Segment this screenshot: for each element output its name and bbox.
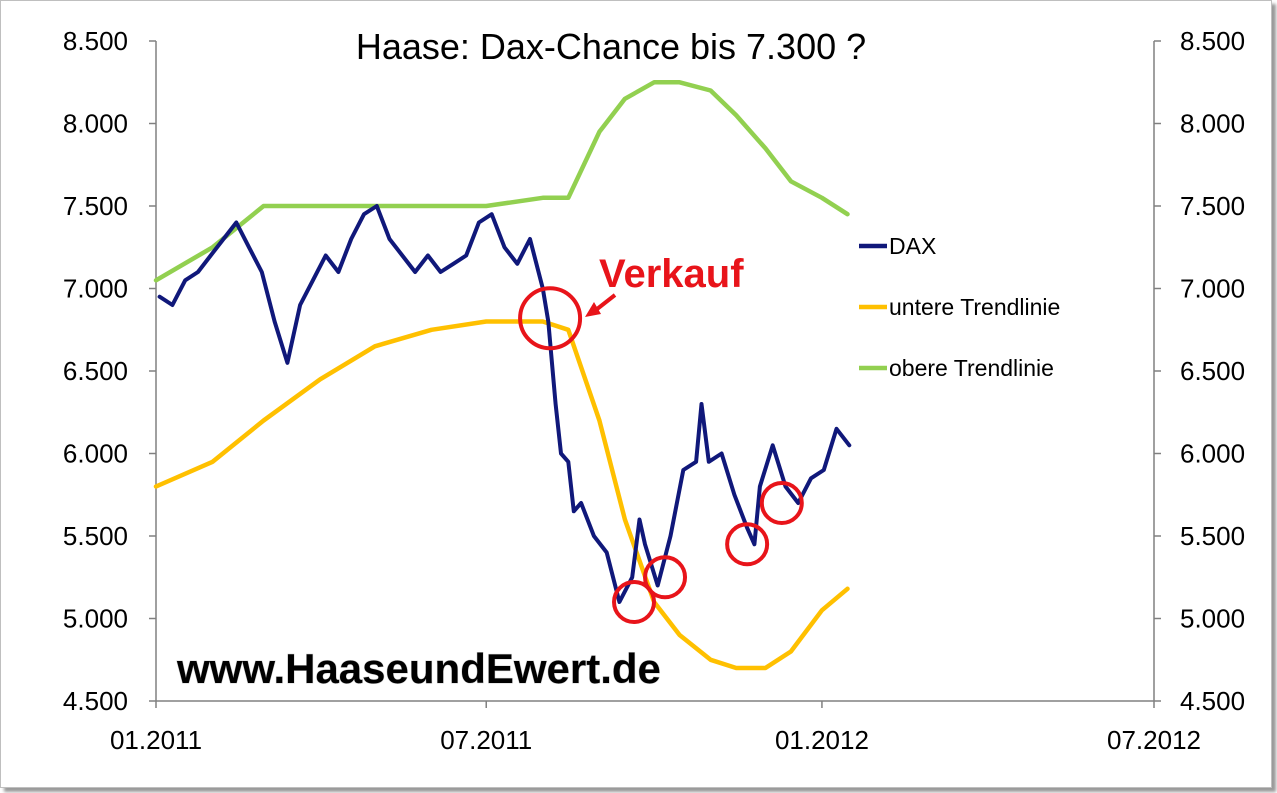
y-tick-label-right: 5.000 — [1180, 604, 1245, 634]
verkauf-arrow-head — [585, 302, 601, 317]
x-tick-label: 01.2012 — [775, 725, 869, 755]
highlight-circle — [612, 580, 657, 624]
chart-title: Haase: Dax-Chance bis 7.300 ? — [356, 26, 866, 67]
highlight-circle — [759, 481, 804, 525]
x-ticks: 01.2011 07.2011 01.2012 07.2012 — [110, 701, 1201, 755]
verkauf-annotation: Verkauf — [585, 252, 744, 317]
y-tick-label-left: 8.500 — [63, 26, 128, 56]
y-ticks: 4.500 5.000 5.500 6.000 6.500 7.000 7.500 8.000… — [63, 26, 1245, 716]
watermark-url: www.HaaseundEwert.de — [176, 645, 661, 692]
legend-obere-trendlinie-label: obere Trendlinie — [889, 355, 1054, 381]
y-tick-label-left: 4.500 — [63, 686, 128, 716]
x-tick-label: 01.2011 — [110, 725, 202, 755]
y-tick-label-left: 7.000 — [63, 274, 128, 304]
y-tick-label-right: 6.500 — [1180, 356, 1245, 386]
series-line-dax — [157, 204, 852, 604]
highlight-circle — [725, 522, 770, 567]
series-line-untere-trendlinie — [153, 319, 850, 671]
legend: DAX untere Trendlinie obere Trendlinie — [859, 233, 1060, 381]
y-tick-label-right: 7.500 — [1180, 191, 1245, 221]
legend-dax-label: DAX — [889, 233, 936, 259]
highlight-circles — [518, 286, 804, 624]
series-line-obere-trendlinie — [153, 80, 850, 283]
y-tick-label-left: 5.000 — [63, 604, 128, 634]
y-tick-label-right: 7.000 — [1180, 274, 1245, 304]
y-tick-label-right: 5.500 — [1180, 521, 1245, 551]
series-lines — [153, 80, 852, 671]
y-tick-label-right: 8.000 — [1180, 109, 1245, 139]
y-tick-label-left: 6.500 — [63, 356, 128, 386]
y-tick-label-right: 8.500 — [1180, 26, 1245, 56]
verkauf-label: Verkauf — [599, 252, 744, 296]
legend-untere-trendlinie-label: untere Trendlinie — [889, 294, 1060, 320]
x-tick-label: 07.2011 — [440, 725, 532, 755]
y-tick-label-left: 5.500 — [63, 521, 128, 551]
y-tick-label-right: 4.500 — [1180, 686, 1245, 716]
y-tick-label-right: 6.000 — [1180, 439, 1245, 469]
highlight-circle — [643, 555, 688, 600]
highlight-circle — [518, 286, 583, 351]
x-tick-label: 07.2012 — [1107, 725, 1201, 755]
y-tick-label-left: 7.500 — [63, 191, 128, 221]
y-tick-label-left: 8.000 — [63, 109, 128, 139]
y-tick-label-left: 6.000 — [63, 439, 128, 469]
